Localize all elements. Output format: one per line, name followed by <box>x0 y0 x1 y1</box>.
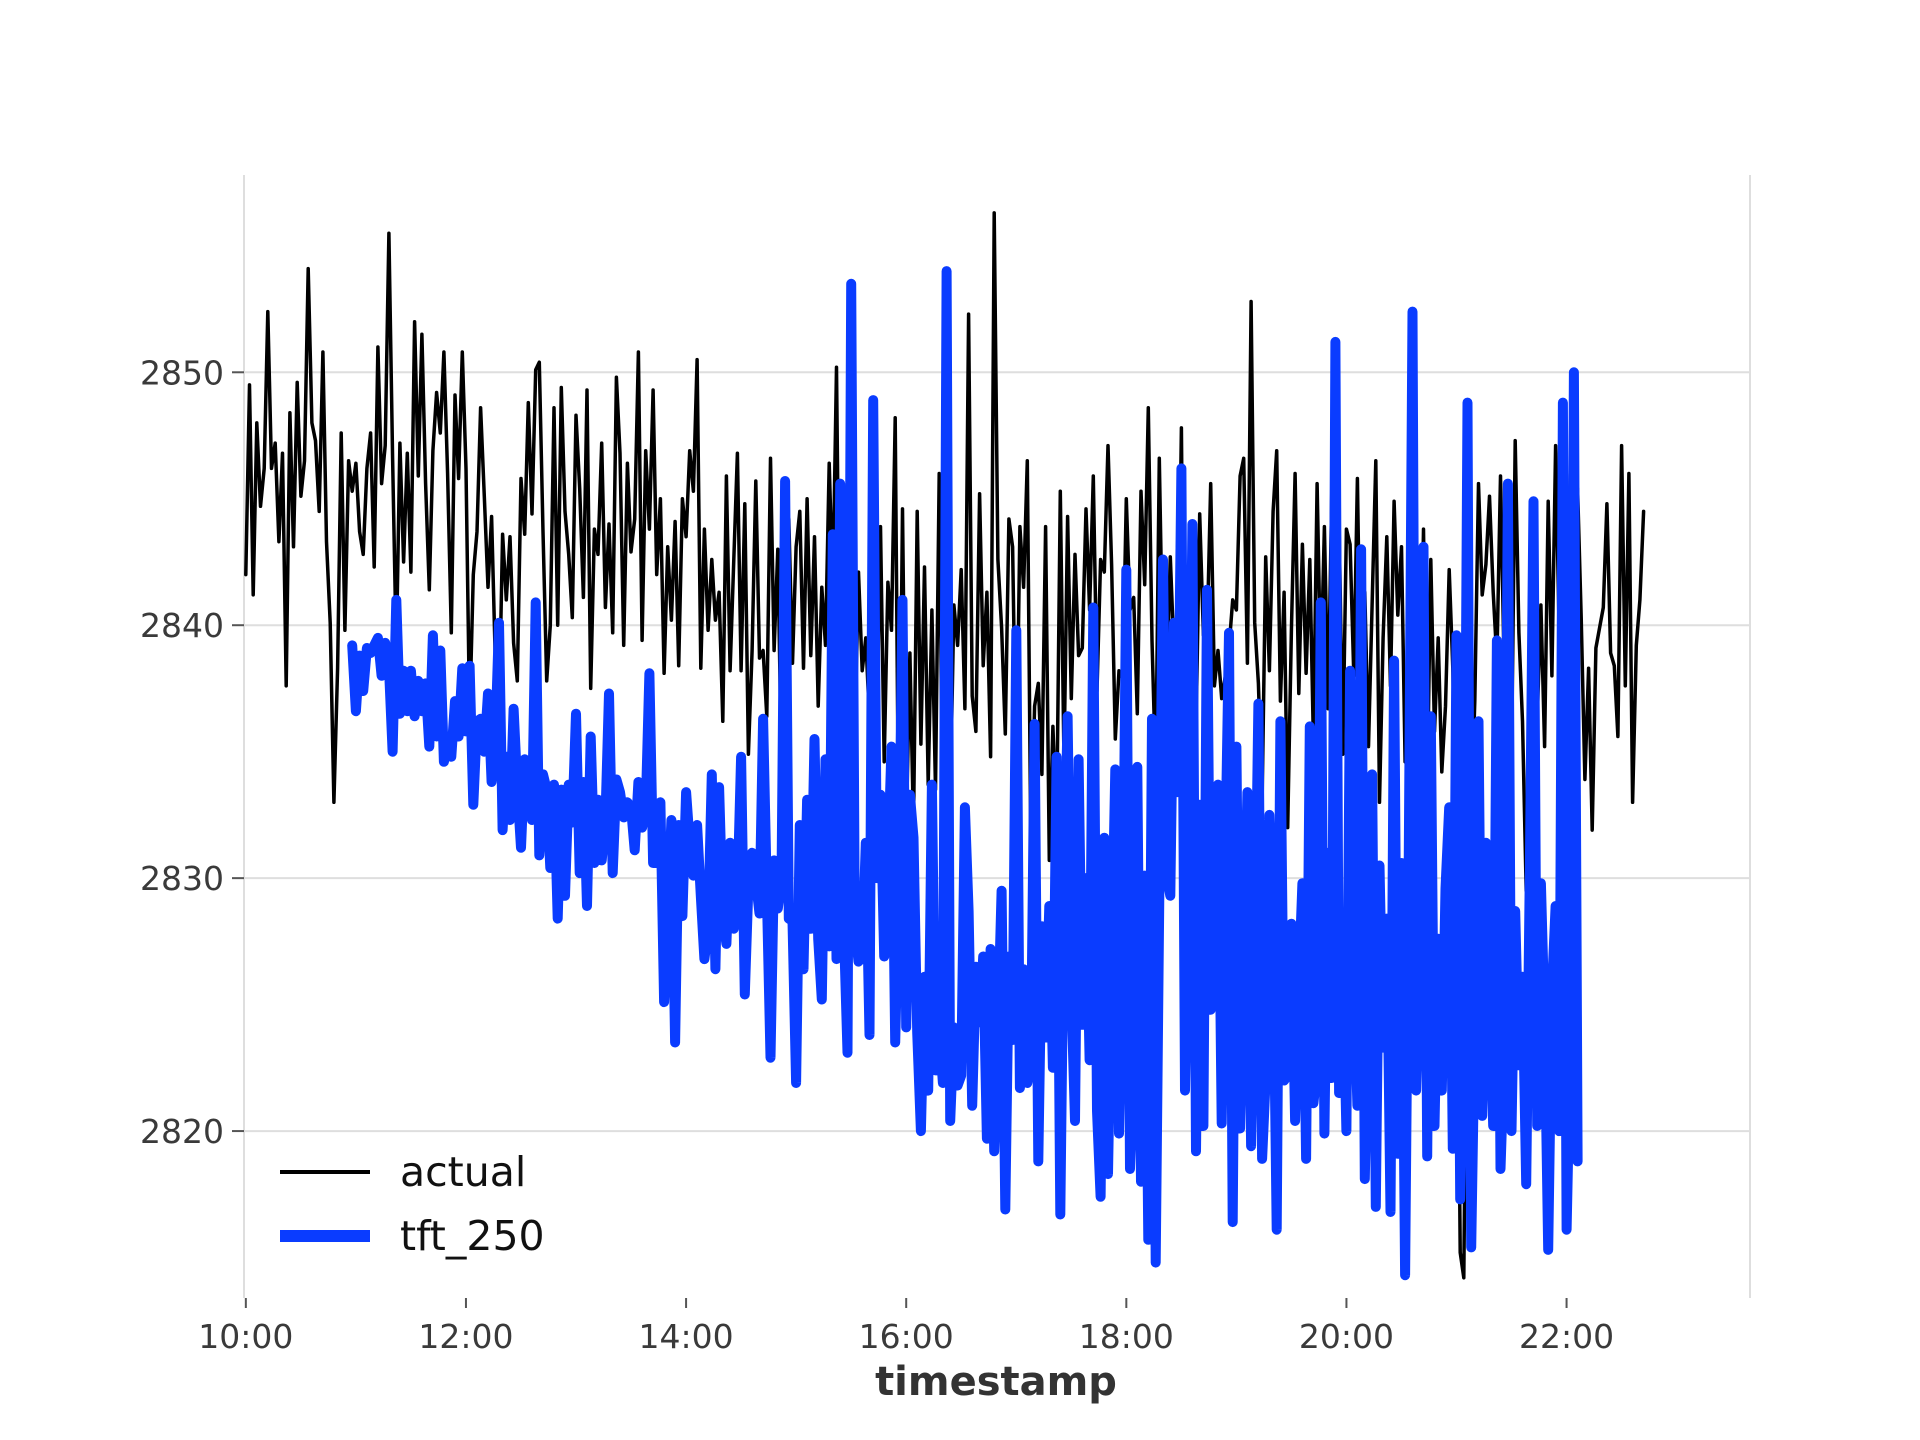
x-axis-title: timestamp <box>875 1359 1117 1405</box>
x-tick-label: 20:00 <box>1299 1317 1394 1356</box>
x-tick-label: 18:00 <box>1079 1317 1174 1356</box>
y-tick-label: 2840 <box>140 606 224 645</box>
x-tick-label: 16:00 <box>859 1317 954 1356</box>
axis-layer: 2820 2830 2840 2850 10:00 12:00 14:00 16:00 18:0… <box>140 353 1614 1356</box>
series-layer <box>244 211 1646 1281</box>
x-tick-label: 12:00 <box>418 1317 513 1356</box>
y-tick-label: 2850 <box>140 353 224 392</box>
y-tick-label: 2820 <box>140 1112 224 1151</box>
y-tick-label: 2830 <box>140 859 224 898</box>
series-line-tft-250 <box>347 266 1583 1281</box>
legend: actual tft_250 <box>280 1148 545 1260</box>
x-tick-label: 14:00 <box>639 1317 734 1356</box>
x-tick-label: 22:00 <box>1519 1317 1614 1356</box>
legend-label-actual: actual <box>400 1148 526 1196</box>
x-tick-label: 10:00 <box>198 1317 293 1356</box>
legend-label-tft-250: tft_250 <box>400 1212 545 1260</box>
